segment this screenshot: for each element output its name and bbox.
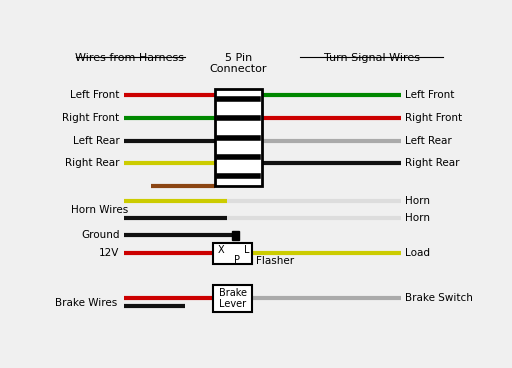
Text: Right Rear: Right Rear — [65, 158, 119, 168]
Text: Horn Wires: Horn Wires — [71, 205, 129, 215]
Text: Left Rear: Left Rear — [73, 135, 119, 145]
Text: Left Front: Left Front — [70, 90, 119, 100]
Bar — [215, 89, 263, 186]
Text: Horn: Horn — [406, 197, 430, 206]
Text: Brake Wires: Brake Wires — [55, 298, 118, 308]
Text: X: X — [218, 245, 225, 255]
Text: Right Front: Right Front — [406, 113, 462, 123]
Text: Right Rear: Right Rear — [406, 158, 460, 168]
Text: Ground: Ground — [81, 230, 119, 240]
Text: P: P — [233, 255, 240, 265]
Text: Brake Switch: Brake Switch — [406, 293, 473, 303]
Text: Brake
Lever: Brake Lever — [219, 288, 247, 309]
Text: Flasher: Flasher — [257, 256, 294, 266]
Text: Left Front: Left Front — [406, 90, 455, 100]
Text: L: L — [244, 245, 249, 255]
Text: Load: Load — [406, 248, 430, 258]
Bar — [232, 231, 240, 240]
Text: Left Rear: Left Rear — [406, 135, 452, 145]
Bar — [213, 243, 252, 264]
Text: Right Front: Right Front — [62, 113, 119, 123]
Text: Horn: Horn — [406, 213, 430, 223]
Bar — [213, 285, 252, 312]
Text: 12V: 12V — [99, 248, 119, 258]
Text: Turn Signal Wires: Turn Signal Wires — [324, 53, 419, 63]
Text: 5 Pin
Connector: 5 Pin Connector — [210, 53, 267, 74]
Text: Wires from Harness: Wires from Harness — [75, 53, 184, 63]
